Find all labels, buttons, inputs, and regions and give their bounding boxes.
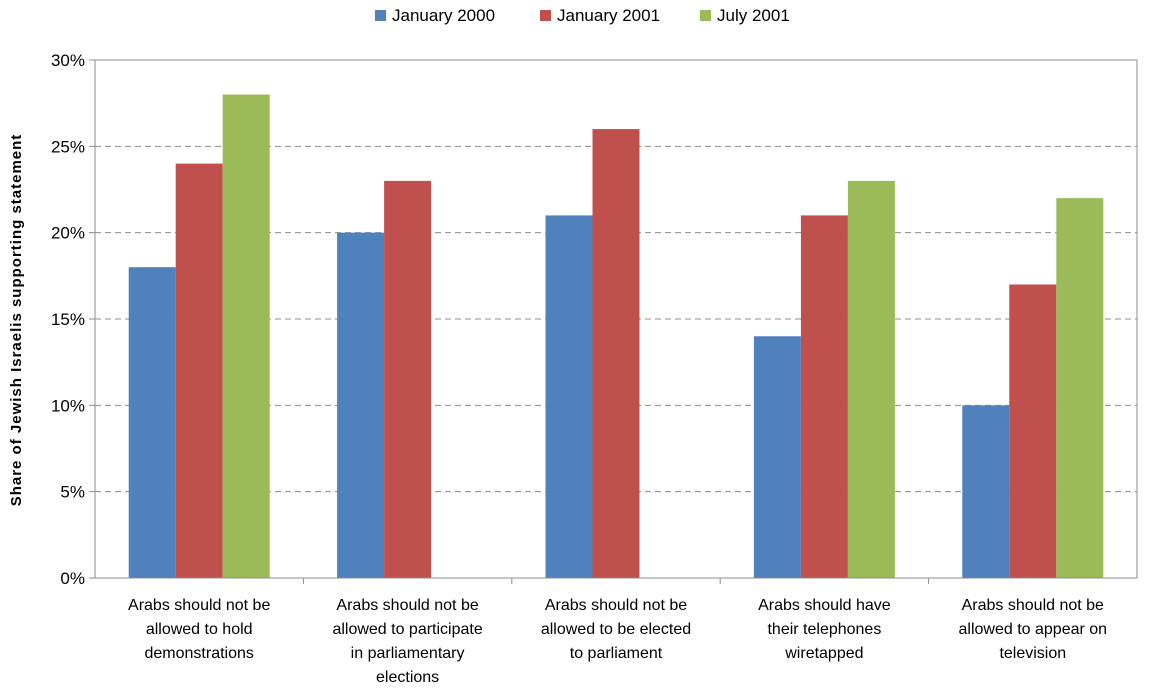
bar-july-2001 [847, 180, 895, 578]
bar-january-2001 [1009, 284, 1057, 578]
y-axis-title: Share of Jewish Israelis supporting stat… [8, 134, 25, 507]
bar-january-2000 [545, 215, 593, 578]
x-category-label: Arabs should not be allowed to hold demons… [128, 597, 270, 662]
bar-january-2000 [962, 405, 1010, 578]
legend: January 2000 January 2001 July 2001 [375, 6, 790, 25]
y-tick-label: 5% [60, 483, 85, 502]
bar-january-2000 [337, 232, 385, 578]
bars [128, 94, 1104, 579]
bar-january-2001 [800, 215, 848, 578]
bar-january-2001 [384, 180, 432, 578]
legend-label: January 2001 [557, 6, 660, 25]
x-axis-labels: Arabs should not be allowed to hold demons… [128, 597, 1107, 686]
legend-label: July 2001 [717, 6, 790, 25]
x-category-label: Arabs should not be allowed to participat… [332, 597, 482, 686]
x-category-label: Arabs should not be allowed to appear on t… [959, 597, 1108, 662]
y-tick-label: 20% [51, 224, 85, 243]
legend-swatch [540, 10, 551, 21]
bar-january-2000 [753, 336, 801, 578]
y-tick-label: 10% [51, 396, 85, 415]
y-tick-label: 25% [51, 137, 85, 156]
legend-swatch [375, 10, 386, 21]
x-category-label: Arabs should not be allowed to be elected… [541, 597, 691, 662]
y-axis-ticks: 0% 5% 10% 15% 20% 25% 30% [51, 51, 95, 588]
axes [94, 59, 1138, 584]
bar-january-2001 [175, 163, 223, 578]
x-category-label: Arabs should have their telephones wiretap… [758, 597, 891, 662]
y-tick-label: 15% [51, 310, 85, 329]
bar-july-2001 [1056, 198, 1104, 578]
legend-swatch [700, 10, 711, 21]
legend-label: January 2000 [392, 6, 495, 25]
plot-frame [94, 59, 1138, 579]
bar-january-2001 [592, 129, 640, 579]
y-tick-label: 0% [60, 569, 85, 588]
y-tick-label: 30% [51, 51, 85, 70]
bar-january-2000 [128, 267, 176, 578]
bar-july-2001 [222, 94, 270, 579]
